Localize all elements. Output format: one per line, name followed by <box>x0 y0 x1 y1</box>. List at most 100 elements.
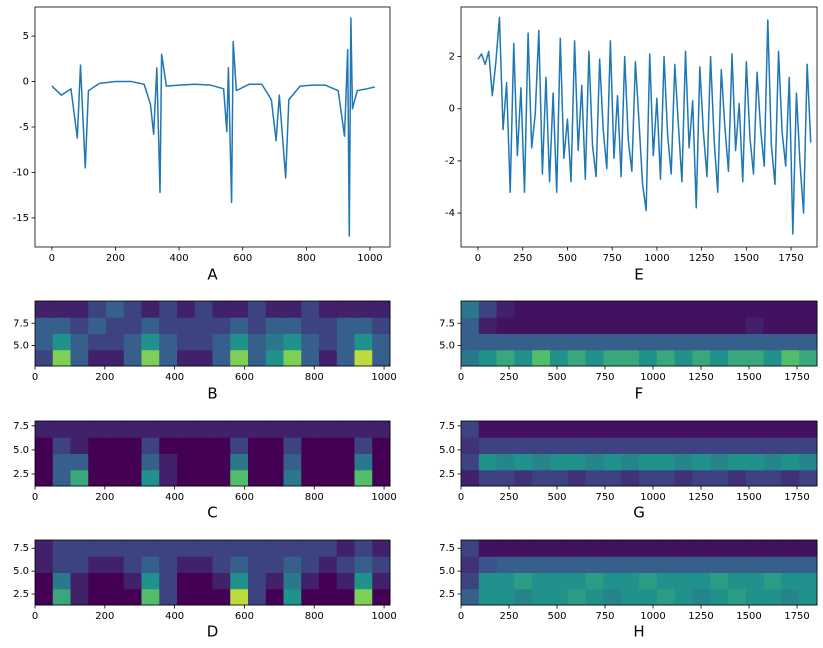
heat-cell <box>283 453 302 471</box>
heat-cell <box>532 349 551 367</box>
heat-cell <box>692 421 711 438</box>
heat-cell <box>532 469 551 487</box>
heat-cell <box>354 301 373 318</box>
heat-cell <box>692 556 711 573</box>
y-tick-label: 5.0 <box>13 341 29 352</box>
x-tick-label: 800 <box>305 372 324 383</box>
heat-cell <box>123 556 142 573</box>
heat-cell <box>621 588 640 606</box>
heat-cell <box>745 317 765 334</box>
heat-cell <box>88 301 107 318</box>
heat-cell <box>35 301 54 318</box>
heat-cell <box>692 301 711 318</box>
heat-cell <box>372 349 391 367</box>
heat-cell <box>745 421 765 438</box>
heat-cell <box>212 540 231 557</box>
heat-cell <box>585 301 604 318</box>
heat-cell <box>639 572 658 590</box>
heat-cell <box>319 317 338 334</box>
heat-cell <box>461 333 480 351</box>
heat-cell <box>123 469 142 487</box>
heat-cell <box>336 588 355 606</box>
heat-cell <box>319 556 338 573</box>
heat-cell <box>336 421 355 438</box>
heat-cell <box>745 349 765 367</box>
heat-cell <box>372 301 391 318</box>
heat-cell <box>319 301 338 318</box>
heat-cell <box>496 540 515 557</box>
heat-cell <box>461 572 480 590</box>
heat-cell <box>177 437 196 454</box>
heat-cell <box>372 333 391 351</box>
heat-cell <box>177 421 196 438</box>
x-tick-label: 600 <box>235 492 254 503</box>
x-axis-label: B <box>207 385 217 403</box>
heat-cell <box>230 317 249 334</box>
heat-cell <box>301 349 320 367</box>
heat-cell <box>70 349 89 367</box>
heat-cell <box>177 333 196 351</box>
heat-cell <box>354 349 373 367</box>
x-tick-label: 1000 <box>357 253 382 264</box>
heat-cell <box>621 333 640 351</box>
heat-cell <box>799 301 818 318</box>
heat-cell <box>265 572 284 590</box>
heat-cell <box>674 453 693 471</box>
heat-cell <box>88 469 107 487</box>
heat-cell <box>461 540 480 557</box>
heat-cell <box>88 540 107 557</box>
heat-cell <box>550 572 569 590</box>
heat-cell <box>603 588 622 606</box>
heat-cell <box>212 588 231 606</box>
heat-cell <box>603 540 622 557</box>
heat-cell <box>230 301 249 318</box>
y-tick-label: 7.5 <box>13 318 29 329</box>
heat-cell <box>514 333 533 351</box>
heat-cell <box>567 437 587 454</box>
y-tick-label: 2.5 <box>13 469 29 480</box>
heat-cell <box>248 317 267 334</box>
heat-cell <box>265 333 284 351</box>
heat-cell <box>141 572 160 590</box>
heat-cell <box>763 437 782 454</box>
heat-cell <box>621 453 640 471</box>
heat-cell <box>123 317 142 334</box>
x-tick-label: 1000 <box>640 611 665 622</box>
heat-cell <box>781 317 800 334</box>
heat-cell <box>336 301 355 318</box>
heat-cell <box>248 540 267 557</box>
heat-cell <box>372 437 391 454</box>
heat-cell <box>106 421 125 438</box>
heat-cell <box>177 469 196 487</box>
heat-cell <box>763 301 782 318</box>
heat-cell <box>710 556 729 573</box>
heat-cell <box>319 540 338 557</box>
y-tick-label: -15 <box>13 213 29 224</box>
x-axis-label: C <box>207 504 217 522</box>
heat-cell <box>354 469 373 487</box>
x-tick-label: 500 <box>547 372 566 383</box>
heat-cell <box>159 349 178 367</box>
heat-cell <box>550 588 569 606</box>
heat-cell <box>35 317 54 334</box>
heat-cell <box>354 317 373 334</box>
heat-cell <box>585 349 604 367</box>
heat-cell <box>106 317 125 334</box>
heat-cell <box>603 317 622 334</box>
heat-cell <box>585 572 604 590</box>
heat-cell <box>799 421 818 438</box>
x-tick-label: 1000 <box>640 492 665 503</box>
heat-cell <box>603 453 622 471</box>
heat-cell <box>70 333 89 351</box>
heat-cell <box>283 540 302 557</box>
heat-cell <box>674 421 693 438</box>
heat-cell <box>265 540 284 557</box>
heat-cell <box>514 572 533 590</box>
heat-cell <box>603 333 622 351</box>
heat-cell <box>52 453 71 471</box>
heat-cell <box>52 333 71 351</box>
heat-cell <box>496 572 515 590</box>
heat-cell <box>301 437 320 454</box>
heat-cell <box>514 317 533 334</box>
heat-cell <box>248 588 267 606</box>
